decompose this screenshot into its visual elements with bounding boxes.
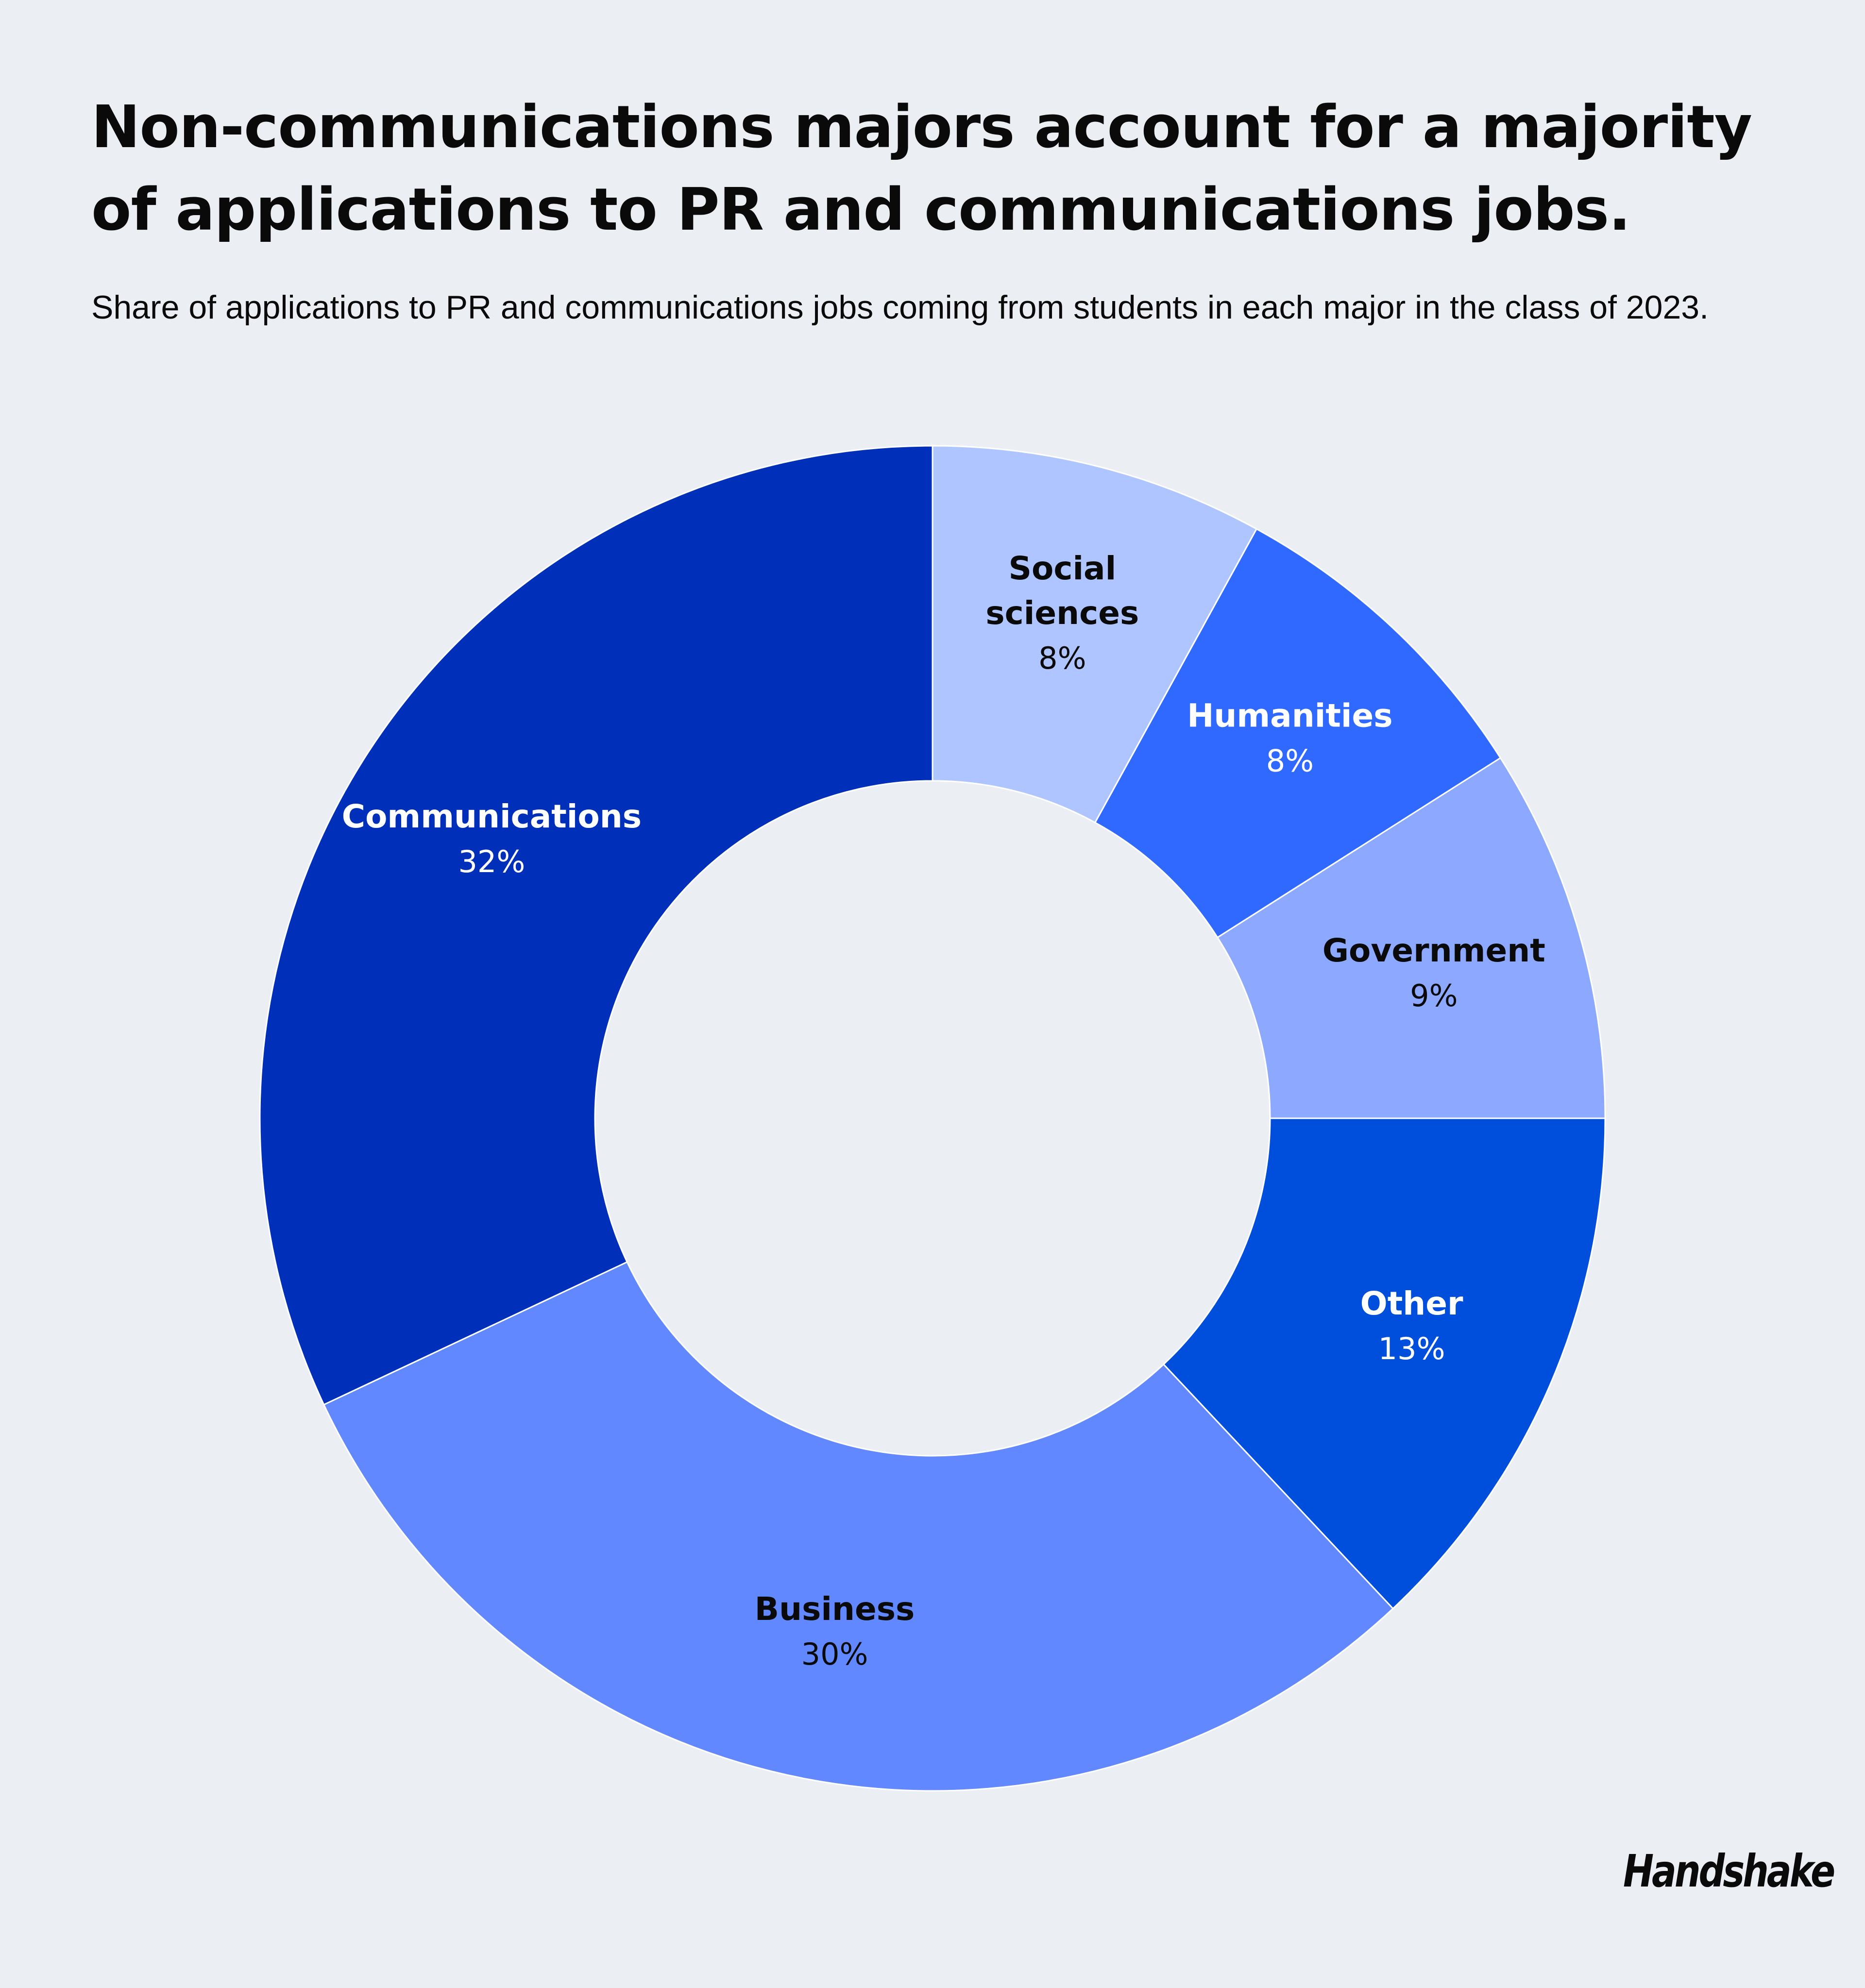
slice-label-social-sciences-line-1: Social [1008, 550, 1116, 587]
slice-label-business: Business [755, 1590, 915, 1628]
slice-value-communications: 32% [458, 844, 525, 879]
slice-labels: Social sciences 8% Humanities 8% Government 9%… [342, 550, 1545, 1672]
slice-value-social-sciences: 8% [1038, 640, 1086, 676]
slice-value-other: 13% [1378, 1331, 1445, 1366]
slice-humanities [1094, 528, 1502, 939]
chart-title: Non-communications majors account for a … [91, 94, 1752, 244]
slice-label-communications: Communications [342, 798, 642, 835]
slice-government [1216, 757, 1606, 1119]
slice-label-social-sciences-line-2: sciences [985, 594, 1139, 632]
chart-subtitle: Share of applications to PR and communic… [91, 289, 1709, 326]
slice-value-government: 9% [1410, 978, 1458, 1013]
slice-label-government: Government [1322, 932, 1545, 969]
slice-social-sciences [932, 445, 1258, 824]
handshake-logo: Handshake [1623, 1845, 1835, 1897]
donut-slices [259, 445, 1606, 1792]
slice-other [1162, 1117, 1606, 1610]
slice-value-humanities: 8% [1266, 743, 1314, 778]
slice-communications [259, 445, 933, 1406]
slice-label-other: Other [1360, 1285, 1463, 1322]
slice-value-business: 30% [801, 1636, 868, 1672]
slice-label-humanities: Humanities [1187, 697, 1392, 734]
slice-business [322, 1261, 1394, 1792]
